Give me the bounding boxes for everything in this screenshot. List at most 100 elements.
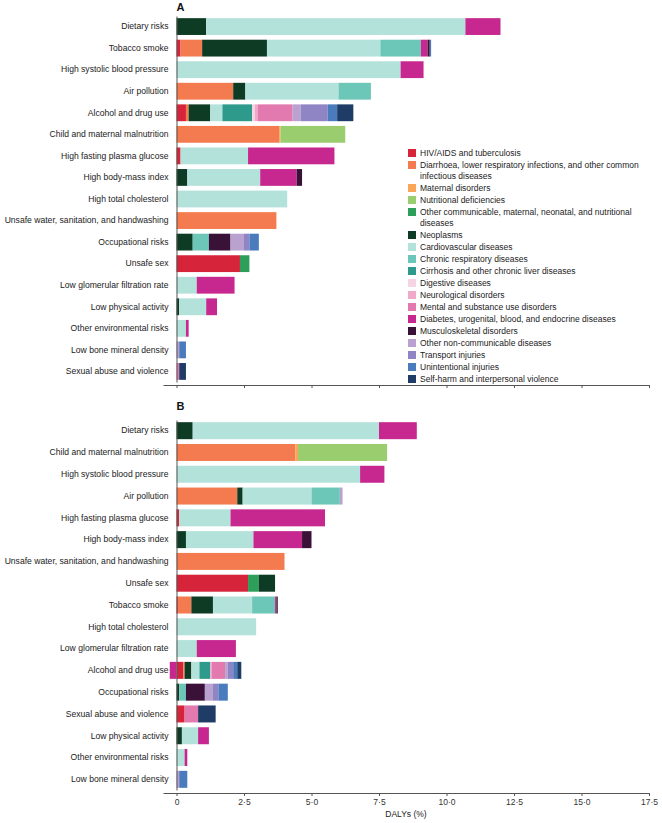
- bar-segment: [193, 234, 209, 251]
- y-tick-label: Child and maternal malnutrition: [50, 129, 169, 139]
- bar-segment: [177, 255, 240, 272]
- x-tick-mark: [379, 385, 380, 388]
- bar-segment: [252, 104, 255, 121]
- y-tick: Air pollution: [124, 86, 169, 96]
- y-tick-label: Unsafe sex: [126, 258, 170, 268]
- bar-segment: [218, 684, 227, 701]
- y-tick: High body-mass index: [83, 172, 169, 182]
- bar-segment: [197, 277, 235, 294]
- bar-segment: [325, 509, 326, 526]
- y-tick: Dietary risks: [121, 21, 168, 31]
- bar-segment: [267, 40, 380, 57]
- legend-item: Diabetes, urogenital, blood, and endocri…: [408, 314, 616, 324]
- legend-swatch: [408, 208, 416, 216]
- legend-item: Cardiovascular diseases: [408, 242, 513, 252]
- bar-segment: [177, 277, 197, 294]
- bar-segment: [249, 255, 250, 272]
- legend-label: Other non-communicable diseases: [420, 338, 551, 348]
- x-tick: [447, 385, 448, 388]
- bar-segment: [284, 553, 285, 570]
- bar-segment: [284, 553, 285, 570]
- bar-segment: [345, 126, 346, 143]
- bar-segment: [276, 212, 277, 229]
- bar-segment: [284, 553, 285, 570]
- bar-segment: [249, 255, 250, 272]
- bar-segment: [345, 126, 346, 143]
- bar-segment: [235, 640, 236, 657]
- bar-segment: [311, 531, 312, 548]
- bar-segment: [334, 147, 335, 164]
- bar-segment: [284, 553, 285, 570]
- legend-label-line: Musculoskeletal disorders: [420, 326, 518, 336]
- legend-item: Other non-communicable diseases: [408, 338, 551, 348]
- y-tick-label: High fasting plasma glucose: [61, 151, 169, 161]
- legend-label: Cardiovascular diseases: [420, 242, 513, 252]
- bar-segment: [284, 553, 285, 570]
- legend-item: Diarrhoea, lower respiratory infections,…: [408, 160, 641, 181]
- y-tick: Low bone mineral density: [71, 774, 169, 784]
- y-tick: Alcohol and drug use: [88, 108, 169, 118]
- bar-segment: [345, 126, 346, 143]
- bar-segment: [276, 212, 277, 229]
- bar-segment: [370, 83, 371, 100]
- legend-swatch: [408, 243, 416, 251]
- legend-label-line: Maternal disorders: [420, 183, 490, 193]
- bar-segment: [199, 662, 210, 679]
- bar-segment: [387, 444, 388, 461]
- y-tick-label: Tobacco smoke: [109, 600, 169, 610]
- legend-swatch: [408, 339, 416, 347]
- bar-segment: [287, 191, 288, 208]
- bar-segment: [276, 212, 277, 229]
- bar-segment: [334, 147, 335, 164]
- bar-segment: [179, 363, 186, 380]
- bar-segment: [256, 618, 257, 635]
- y-tick-label: Dietary risks: [121, 425, 168, 435]
- y-tick: High systolic blood pressure: [61, 469, 169, 479]
- bar-segment: [177, 422, 193, 439]
- bar-segment: [240, 255, 249, 272]
- y-tick: High total cholesterol: [88, 622, 168, 632]
- bar-segment: [256, 618, 257, 635]
- bar-segment: [277, 597, 278, 614]
- y-tick-label: High total cholesterol: [88, 622, 168, 632]
- bar-segment: [243, 488, 312, 505]
- bar-segment: [179, 509, 230, 526]
- y-tick-label: Other environmental risks: [71, 752, 169, 762]
- bar-segment: [287, 191, 288, 208]
- legend-label: Self-harm and interpersonal violence: [420, 374, 559, 384]
- y-tick-label: Sexual abuse and violence: [66, 709, 169, 719]
- bar-segment: [258, 234, 259, 251]
- bar-segment: [188, 320, 189, 337]
- bar-segment: [279, 126, 280, 143]
- y-tick-label: High fasting plasma glucose: [61, 513, 169, 523]
- y-tick-label: High total cholesterol: [88, 194, 168, 204]
- x-tick-label: 0: [175, 797, 180, 807]
- bar-segment: [179, 771, 187, 788]
- legend-label-line: Other non-communicable diseases: [420, 338, 551, 348]
- bar-segment: [284, 553, 285, 570]
- bar-segment: [276, 212, 277, 229]
- bar-segment: [431, 40, 432, 57]
- legend-label-line: Self-harm and interpersonal violence: [420, 374, 559, 384]
- y-tick: Alcohol and drug use: [88, 665, 169, 675]
- bar-segment: [311, 531, 312, 548]
- legend-swatch: [408, 149, 416, 157]
- bar-segment: [253, 531, 302, 548]
- bar-segment: [423, 61, 424, 78]
- x-axis-line: [164, 793, 650, 794]
- x-tick: [514, 385, 515, 388]
- bar-segment: [311, 531, 312, 548]
- bar-segment: [360, 466, 384, 483]
- y-tick-label: Unsafe sex: [126, 578, 170, 588]
- bar-segment: [233, 83, 245, 100]
- bar-segment: [181, 40, 203, 57]
- bar-segment: [259, 575, 275, 592]
- bar-segment: [177, 488, 238, 505]
- bar-segment: [334, 147, 335, 164]
- bar-segment: [235, 640, 236, 657]
- bar-segment: [345, 126, 346, 143]
- bar-segment: [370, 83, 371, 100]
- bar-segment: [187, 749, 188, 766]
- legend-swatch: [408, 303, 416, 311]
- bar-segment: [345, 126, 346, 143]
